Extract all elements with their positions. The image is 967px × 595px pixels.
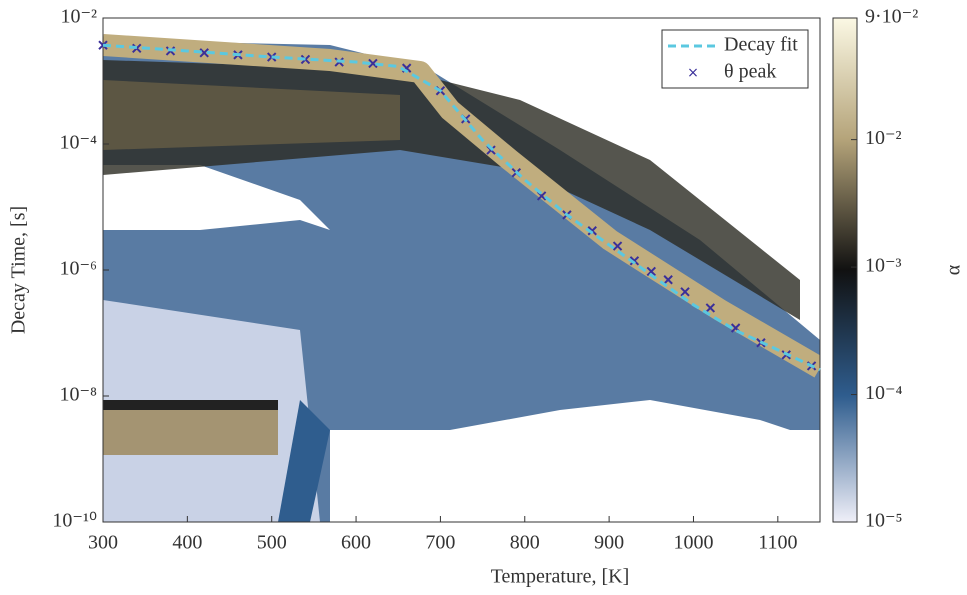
peak-marker [199, 48, 209, 58]
x-tick-label: 1000 [673, 532, 713, 554]
peak-marker [646, 266, 657, 277]
peak-marker [680, 287, 690, 297]
colorbar [832, 17, 858, 523]
x-tick-label: 700 [425, 532, 455, 554]
heatmap [103, 18, 820, 522]
colorbar-tick-label: 10⁻³ [865, 255, 902, 277]
y-tick-label: 10⁻² [60, 6, 97, 28]
y-tick-label: 10⁻⁶ [59, 258, 97, 280]
peak-marker [705, 303, 716, 313]
legend-label: θ peak [724, 61, 776, 83]
colorbar-tick-label: 10⁻⁴ [865, 382, 903, 404]
y-axis-label: Decay Time, [s] [8, 206, 30, 334]
x-tick-label: 1100 [758, 532, 797, 554]
fit-line [102, 43, 821, 372]
colorbar-tick-label: 10⁻⁵ [865, 510, 903, 532]
legend: Decay fit × θ peak [661, 29, 809, 89]
legend-marker: × [687, 65, 699, 81]
x-tick-label: 400 [172, 532, 202, 554]
legend-label: Decay fit [724, 34, 798, 56]
legend-box [661, 29, 809, 89]
x-tick-label: 300 [88, 532, 118, 554]
peak-marker [368, 58, 378, 69]
colorbar-label: α [943, 264, 965, 275]
colorbar-tick-label: 10⁻² [865, 127, 902, 149]
x-axis-label: Temperature, [K] [491, 566, 630, 588]
peak-marker [612, 241, 623, 251]
colorbar-tick-label: 9·10⁻² [865, 6, 918, 28]
y-tick-label: 10⁻⁸ [59, 384, 97, 406]
y-tick-label: 10⁻⁴ [59, 132, 97, 154]
peak-marker [587, 226, 597, 236]
x-tick-label: 800 [510, 532, 540, 554]
peak-marker [629, 256, 640, 266]
x-tick-label: 600 [341, 532, 371, 554]
peak-marker [663, 275, 673, 285]
x-tick-label: 500 [257, 532, 287, 554]
y-tick-label: 10⁻¹⁰ [52, 510, 97, 532]
x-tick-label: 900 [594, 532, 624, 554]
